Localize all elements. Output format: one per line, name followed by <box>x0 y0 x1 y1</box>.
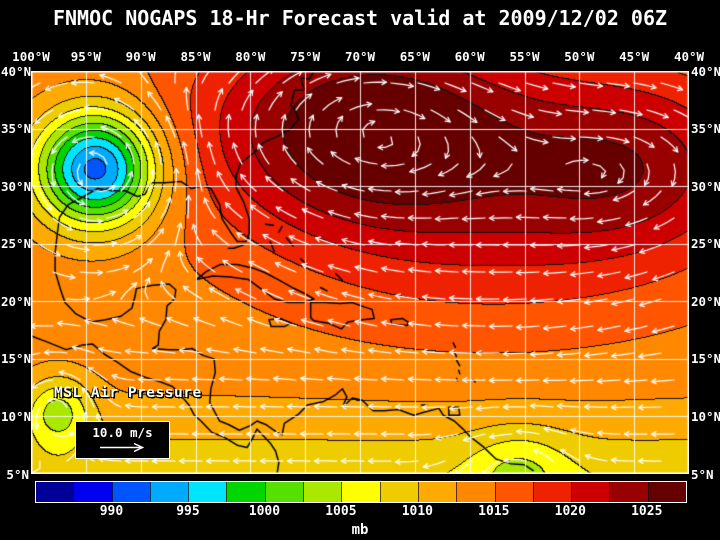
colorbar-segment <box>494 482 533 502</box>
colorbar-segment <box>571 482 610 502</box>
lon-label: 80°W <box>235 49 266 64</box>
lat-label: 30°N <box>691 178 720 194</box>
colorbar-unit-label: mb <box>351 522 369 538</box>
colorbar-tick: 995 <box>176 504 200 519</box>
colorbar-segment <box>226 482 265 502</box>
lon-label: 95°W <box>70 49 101 64</box>
lat-label: 40°N <box>1 63 32 79</box>
colorbar-segment <box>609 482 648 502</box>
forecast-map: MSL Air Pressure 10.0 m/s <box>31 71 689 474</box>
colorbar-segment <box>417 482 457 502</box>
lon-label: 85°W <box>180 49 211 64</box>
lat-label: 20°N <box>691 293 720 309</box>
lat-label: 35°N <box>1 121 32 137</box>
colorbar-tick: 1020 <box>554 504 586 519</box>
lat-label: 10°N <box>1 408 32 424</box>
lat-label: 25°N <box>691 236 720 252</box>
lon-label: 45°W <box>619 49 650 64</box>
lat-label: 15°N <box>1 351 32 367</box>
lon-label: 70°W <box>344 49 376 64</box>
lat-label: 5°N <box>6 466 29 482</box>
lon-label: 40°W <box>673 49 705 64</box>
wind-scale-arrow-icon <box>99 442 144 453</box>
colorbar-tick: 1025 <box>631 504 663 519</box>
lat-label: 5°N <box>691 466 714 482</box>
colorbar-tick: 1010 <box>401 504 433 519</box>
lon-label: 55°W <box>509 49 540 64</box>
colorbar-segment <box>379 482 418 502</box>
lon-label: 60°W <box>454 49 485 64</box>
colorbar-segment <box>303 482 342 502</box>
page-title: FNMOC NOGAPS 18-Hr Forecast valid at 200… <box>52 6 668 30</box>
lon-label: 75°W <box>290 49 321 64</box>
colorbar-segment <box>532 482 572 502</box>
colorbar-tick: 1005 <box>325 504 357 519</box>
field-label: MSL Air Pressure <box>54 385 202 401</box>
colorbar-segment <box>149 482 189 502</box>
colorbar-segment <box>647 482 687 502</box>
lat-label: 25°N <box>1 236 32 252</box>
lat-label: 30°N <box>1 178 32 194</box>
colorbar-segment <box>111 482 150 502</box>
colorbar-tick: 1000 <box>248 504 281 519</box>
colorbar-segment <box>341 482 380 502</box>
colorbar-tick: 1015 <box>478 504 510 519</box>
lat-label: 15°N <box>691 351 720 367</box>
colorbar-segment <box>456 482 495 502</box>
lon-label: 65°W <box>399 49 430 64</box>
lon-label: 90°W <box>125 49 156 64</box>
pressure-field-canvas <box>31 71 689 474</box>
wind-scale-label: 10.0 m/s <box>92 425 153 440</box>
lon-label: 50°W <box>564 49 595 64</box>
colorbar-segment <box>264 482 304 502</box>
lat-label: 20°N <box>1 293 32 309</box>
lat-label: 10°N <box>691 408 720 424</box>
colorbar-tick: 990 <box>99 504 124 519</box>
colorbar-segment <box>188 482 227 502</box>
lat-label: 40°N <box>691 63 720 79</box>
lon-label: 100°W <box>12 49 50 64</box>
colorbar <box>35 481 687 503</box>
wind-scale-legend: 10.0 m/s <box>75 421 170 459</box>
colorbar-segment <box>73 482 112 502</box>
lat-label: 35°N <box>691 121 720 137</box>
colorbar-segment <box>36 482 74 502</box>
